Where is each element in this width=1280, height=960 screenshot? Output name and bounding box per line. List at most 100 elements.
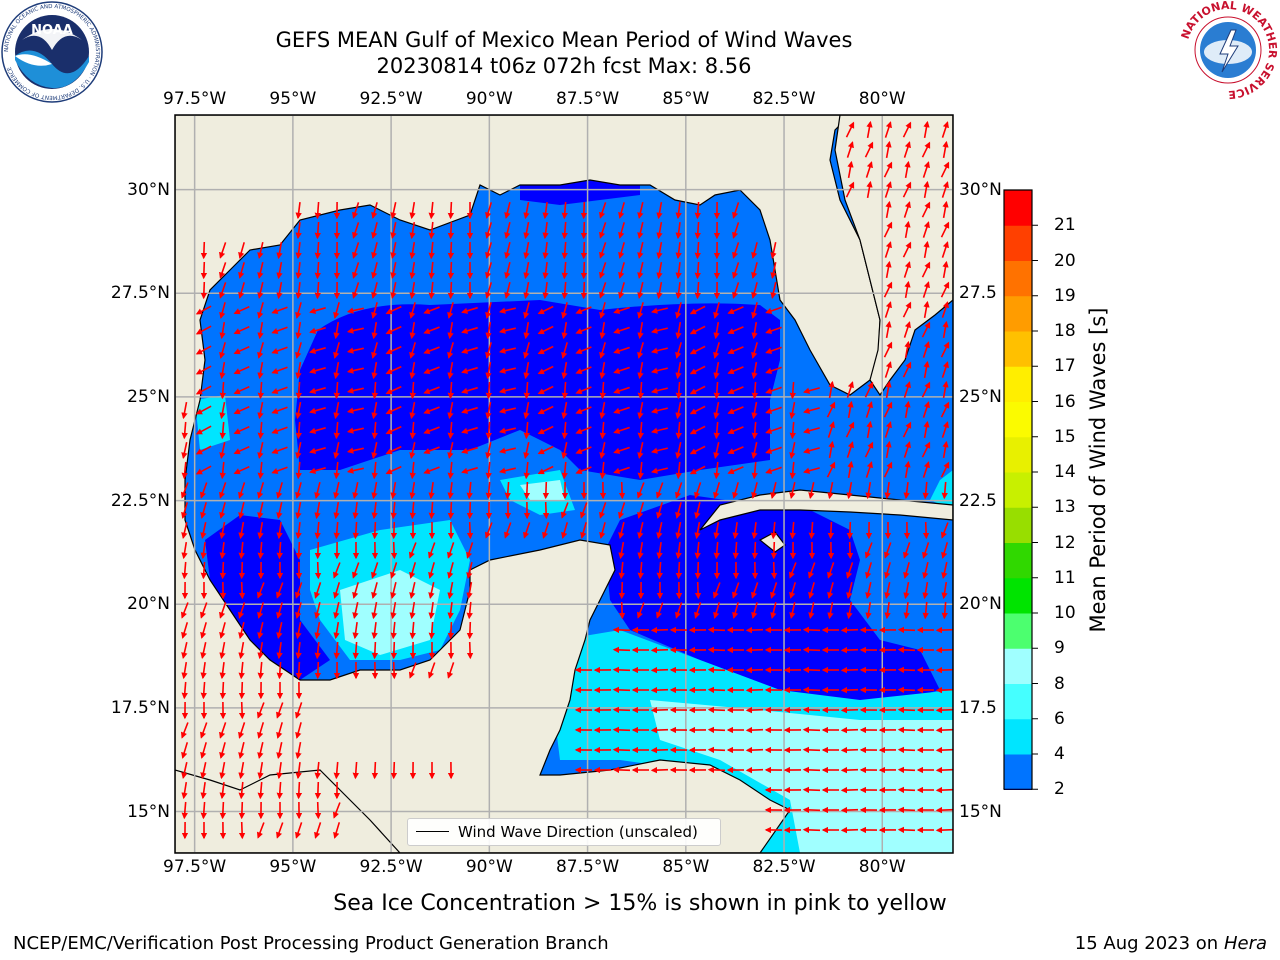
wave-direction-arrow <box>523 401 530 420</box>
wave-direction-arrow <box>921 201 931 218</box>
wave-direction-arrow <box>219 722 227 739</box>
wave-direction-arrow <box>840 646 859 654</box>
wave-direction-arrow <box>846 521 854 540</box>
colorbar-segment <box>1004 436 1032 473</box>
wave-direction-arrow <box>447 501 455 520</box>
wave-direction-arrow <box>371 421 378 440</box>
colorbar-segment <box>1004 366 1032 402</box>
wave-direction-arrow <box>689 325 706 335</box>
wave-direction-arrow <box>195 445 212 455</box>
wave-direction-arrow <box>276 722 283 739</box>
wave-direction-arrow <box>885 200 892 219</box>
wave-direction-arrow <box>940 522 949 539</box>
wave-direction-arrow <box>599 282 607 299</box>
wave-direction-arrow <box>219 521 226 540</box>
wave-direction-arrow <box>828 440 835 459</box>
wave-direction-arrow <box>219 262 227 279</box>
colorbar-tick-label: 15 <box>1054 426 1076 447</box>
wave-direction-arrow <box>865 582 872 600</box>
wave-direction-arrow <box>613 346 630 354</box>
wave-direction-arrow <box>385 405 402 415</box>
wave-direction-arrow <box>637 461 644 480</box>
wave-direction-arrow <box>923 420 930 439</box>
wave-direction-arrow <box>650 387 668 394</box>
wave-direction-arrow <box>689 465 706 475</box>
wave-direction-arrow <box>314 781 322 800</box>
wave-direction-arrow <box>428 241 435 260</box>
wave-direction-arrow <box>922 401 930 418</box>
wave-direction-arrow <box>238 521 245 540</box>
wave-direction-arrow <box>575 306 592 315</box>
wave-direction-arrow <box>713 602 721 619</box>
wave-direction-arrow <box>935 706 953 714</box>
wave-direction-arrow <box>561 522 569 539</box>
wave-direction-arrow <box>276 482 283 499</box>
credit-machine: Hera <box>1223 933 1267 954</box>
wave-direction-arrow <box>694 201 701 220</box>
wave-direction-arrow <box>745 746 764 754</box>
wave-direction-arrow <box>599 421 606 440</box>
wave-direction-arrow <box>371 501 378 520</box>
wave-direction-arrow <box>447 342 454 359</box>
wave-direction-arrow <box>884 121 892 138</box>
wave-direction-arrow <box>352 202 360 219</box>
wave-direction-arrow <box>732 602 739 619</box>
wave-direction-arrow <box>276 761 283 780</box>
wave-direction-arrow <box>637 381 644 400</box>
wave-direction-arrow <box>650 467 668 474</box>
wave-direction-arrow <box>713 521 720 540</box>
wave-direction-arrow <box>485 242 493 259</box>
wave-direction-arrow <box>537 385 554 395</box>
wave-direction-arrow <box>371 401 378 420</box>
wave-direction-arrow <box>181 801 188 820</box>
wave-direction-arrow <box>770 541 778 560</box>
wave-direction-arrow <box>523 421 530 440</box>
wave-direction-arrow <box>447 421 454 440</box>
wave-direction-arrow <box>238 641 245 660</box>
wave-direction-arrow <box>599 222 607 239</box>
wave-direction-arrow <box>656 522 663 540</box>
wave-direction-arrow <box>423 326 440 335</box>
wave-direction-arrow <box>732 222 740 239</box>
wave-direction-arrow <box>575 346 592 355</box>
wave-direction-arrow <box>884 181 892 198</box>
wave-direction-arrow <box>409 201 416 220</box>
wave-direction-arrow <box>276 781 283 800</box>
wave-direction-arrow <box>802 686 821 694</box>
wave-direction-arrow <box>238 502 245 520</box>
wave-direction-arrow <box>385 345 402 355</box>
wave-direction-arrow <box>409 281 416 300</box>
lon-label-top: 85°W <box>662 89 710 109</box>
map-legend: Wind Wave Direction (unscaled) <box>407 818 721 846</box>
wave-direction-arrow <box>846 481 853 500</box>
wave-direction-arrow <box>409 442 416 460</box>
wave-direction-arrow <box>537 345 554 355</box>
wave-direction-arrow <box>466 641 474 660</box>
wave-direction-arrow <box>409 601 416 620</box>
wave-direction-arrow <box>390 621 397 640</box>
lat-label-left: 22.5°N <box>110 490 170 511</box>
wave-direction-arrow <box>921 381 931 398</box>
wave-direction-arrow <box>333 401 340 420</box>
wave-direction-arrow <box>504 262 511 280</box>
wave-direction-arrow <box>200 722 208 739</box>
wave-direction-arrow <box>314 261 321 280</box>
wave-direction-arrow <box>580 201 588 220</box>
wave-direction-arrow <box>447 442 454 460</box>
wave-direction-arrow <box>295 482 302 499</box>
lon-label-top: 92.5°W <box>359 89 423 109</box>
wave-direction-arrow <box>808 582 815 599</box>
wave-direction-arrow <box>656 281 663 300</box>
wave-direction-arrow <box>561 342 568 359</box>
wave-direction-arrow <box>727 346 744 355</box>
wave-direction-arrow <box>461 446 478 454</box>
wave-direction-arrow <box>751 242 758 259</box>
wave-direction-arrow <box>181 541 188 560</box>
wave-direction-arrow <box>751 302 758 319</box>
wave-direction-arrow <box>219 801 227 820</box>
wave-direction-arrow <box>408 662 417 679</box>
wave-direction-arrow <box>650 447 668 454</box>
wave-direction-arrow <box>789 421 796 440</box>
wave-direction-arrow <box>219 742 226 759</box>
wave-direction-arrow <box>233 325 250 335</box>
